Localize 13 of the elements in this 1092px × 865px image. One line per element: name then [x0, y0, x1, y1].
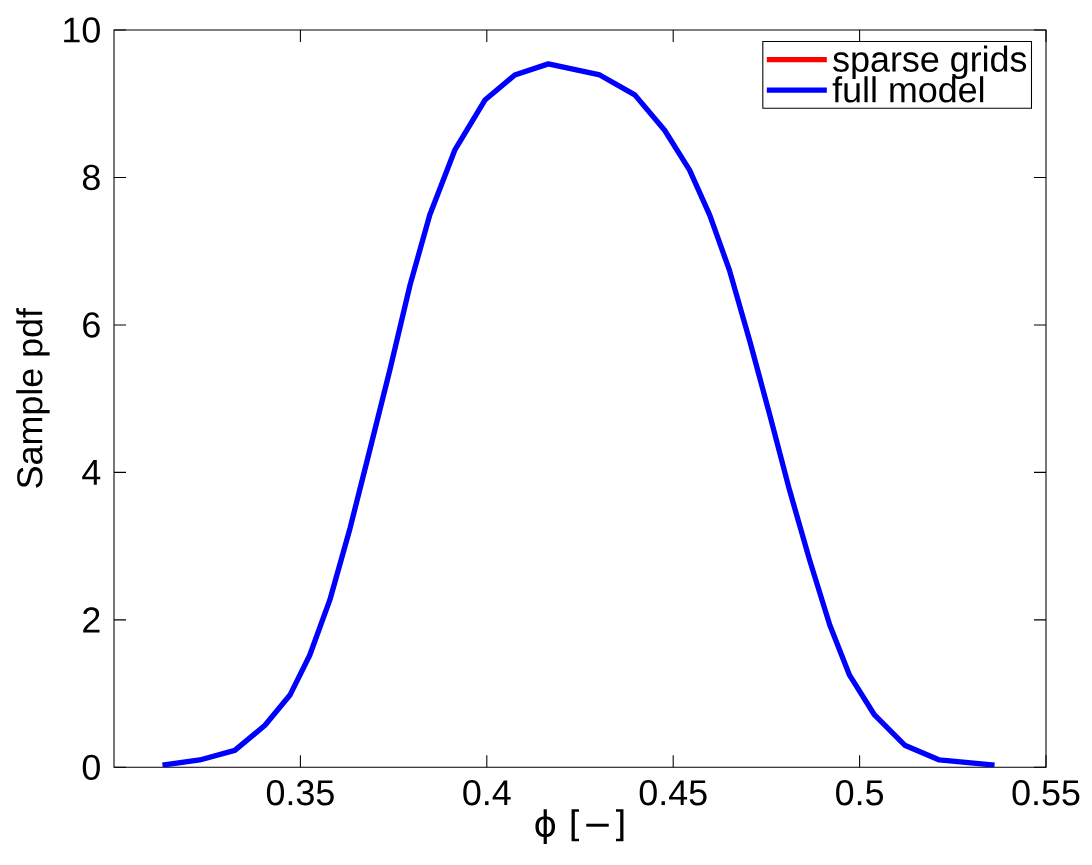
y-tick-label: 0	[82, 754, 100, 780]
y-tick-label: 6	[83, 312, 100, 338]
y-axis-title: Sample pdf	[16, 307, 50, 488]
x-tick-label: 0.45	[639, 779, 707, 806]
y-tick-label: 10	[64, 17, 100, 43]
x-tick-label: 0.35	[266, 779, 334, 806]
y-tick-label: 8	[82, 164, 100, 190]
x-tick-label: 0.55	[1012, 779, 1080, 806]
x-tick-label: 0.4	[463, 779, 511, 806]
y-tick-label: 2	[83, 607, 100, 633]
y-tick-label: 4	[82, 459, 101, 485]
x-axis-title: ϕ [−]	[535, 809, 624, 844]
x-tick-label: 0.5	[836, 779, 884, 806]
